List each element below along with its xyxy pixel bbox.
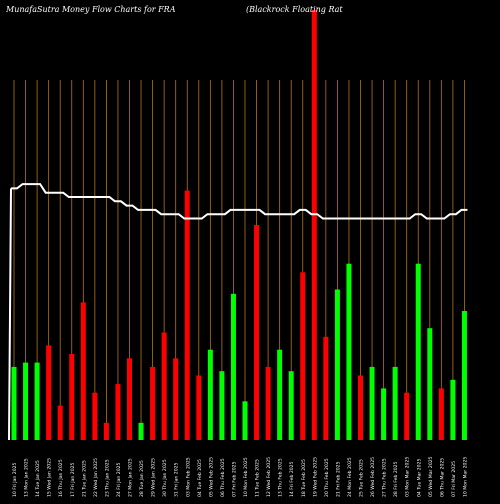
x-tick-label: 28 Tue Jan 2025 (139, 460, 145, 497)
flow-bar-21 (242, 401, 248, 440)
flow-bar-39 (450, 379, 456, 440)
flow-bar-24 (277, 349, 283, 440)
x-tick-label: 24 Fri Jan 2025 (116, 462, 122, 497)
x-tick-label: 21 Fri Feb 2025 (335, 461, 341, 497)
flow-bar-6 (69, 354, 75, 440)
flow-bar-32 (369, 366, 375, 440)
x-tick-label: 07 Fri Feb 2025 (231, 461, 237, 497)
x-tick-label: 06 Thu Feb 2025 (220, 458, 226, 497)
x-tick-label: 10 Mon Feb 2025 (243, 457, 249, 497)
x-tick-label: 07 Fri Mar 2025 (451, 461, 457, 497)
flow-bar-27 (311, 10, 317, 440)
x-tick-label: 12 Wed Feb 2025 (266, 457, 272, 497)
flow-bar-13 (150, 366, 156, 440)
x-tick-label: 27 Mon Jan 2025 (128, 458, 134, 497)
x-tick-label: 21 Tue Jan 2025 (81, 460, 87, 497)
x-tick-label: 24 Mon Feb 2025 (347, 457, 353, 497)
x-tick-label: 15 Wed Jan 2025 (47, 458, 53, 497)
x-tick-label: 22 Wed Jan 2025 (93, 458, 99, 497)
flow-bar-2 (23, 362, 29, 440)
chart-subtitle: (Blackrock Floating Rat (246, 5, 343, 14)
x-tick-label: 26 Wed Feb 2025 (370, 457, 376, 497)
flow-bar-5 (57, 405, 63, 440)
flow-bar-40 (461, 311, 467, 440)
flow-bar-22 (254, 225, 260, 440)
x-tick-label: 04 Tue Mar 2025 (416, 458, 422, 497)
flow-bar-35 (404, 392, 410, 440)
x-tick-label: 14 Fri Feb 2025 (289, 461, 295, 497)
flow-bar-19 (219, 371, 225, 440)
x-tick-label: 05 Wed Feb 2025 (208, 457, 214, 497)
flow-bar-7 (80, 302, 86, 440)
flow-bar-9 (103, 422, 109, 440)
x-tick-label: 17 Fri Jan 2025 (70, 462, 76, 497)
flow-bar-36 (415, 263, 421, 440)
x-tick-label: 06 Thu Mar 2025 (439, 458, 445, 497)
x-tick-label: 03 Mon Feb 2025 (185, 457, 191, 497)
flow-bar-25 (288, 371, 294, 440)
flow-bar-28 (323, 336, 329, 440)
x-tick-label: 14 Tue Jan 2025 (35, 460, 41, 497)
x-tick-label: 13 Thu Feb 2025 (278, 458, 284, 497)
flow-bar-1 (11, 366, 17, 440)
flow-bar-4 (46, 345, 52, 440)
x-tick-label: 28 Fri Feb 2025 (393, 461, 399, 497)
price-line (11, 183, 468, 220)
x-tick-label: 30 Thu Jan 2025 (162, 459, 168, 497)
flow-bar-33 (381, 388, 387, 440)
x-tick-label: 11 Tue Feb 2025 (255, 459, 261, 497)
chart-title: MunafaSutra Money Flow Charts for FRA (6, 5, 176, 14)
flow-bar-20 (230, 293, 236, 440)
x-tick-label: 13 Mon Jan 2025 (24, 458, 30, 497)
x-tick-label: 05 Wed Mar 2025 (428, 456, 434, 497)
flow-bar-17 (196, 375, 202, 440)
flow-bar-29 (334, 289, 340, 440)
flow-bar-18 (207, 349, 213, 440)
flow-bar-34 (392, 366, 398, 440)
x-tick-label: 10 Fri Jan 2025 (12, 462, 18, 497)
x-tick-label: 27 Thu Feb 2025 (382, 458, 388, 497)
x-tick-label: 19 Wed Feb 2025 (312, 457, 318, 497)
flow-bar-30 (346, 263, 352, 440)
x-tick-label: 20 Thu Feb 2025 (324, 458, 330, 497)
x-tick-label: 18 Tue Feb 2025 (301, 459, 307, 497)
flow-bar-14 (161, 332, 167, 440)
price-line-lead (8, 188, 12, 441)
x-tick-label: 16 Thu Jan 2025 (58, 459, 64, 497)
flow-bar-11 (127, 358, 132, 440)
flow-bar-15 (173, 358, 179, 440)
flow-bar-26 (300, 272, 306, 440)
flow-bar-31 (358, 375, 363, 440)
flow-bar-10 (115, 384, 121, 440)
x-tick-label: 04 Tue Feb 2025 (197, 459, 203, 497)
flow-bar-37 (427, 328, 433, 440)
flow-bar-12 (138, 422, 144, 440)
flow-bar-16 (184, 190, 190, 440)
flow-bar-8 (92, 392, 98, 440)
flow-bar-38 (438, 388, 444, 440)
x-tick-label: 03 Mon Mar 2025 (405, 457, 411, 497)
x-tick-label: 10 Mon Mar 2025 (462, 457, 468, 497)
flow-bar-3 (34, 362, 40, 440)
x-tick-label: 29 Wed Jan 2025 (151, 458, 157, 497)
flow-bar-23 (265, 366, 271, 440)
x-tick-label: 23 Thu Jan 2025 (104, 459, 110, 497)
x-tick-label: 31 Fri Jan 2025 (174, 462, 180, 497)
x-tick-label: 25 Tue Feb 2025 (359, 459, 365, 497)
